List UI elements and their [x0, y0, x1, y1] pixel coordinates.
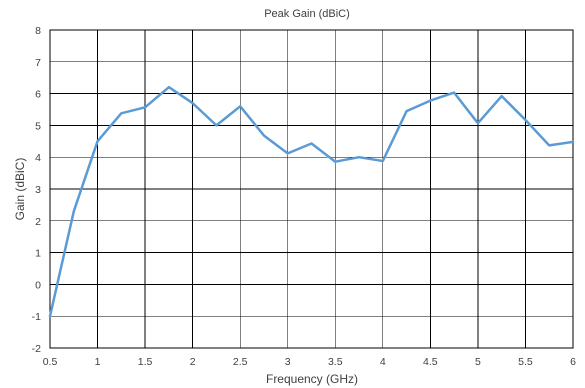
- y-tick-label: 2: [35, 216, 41, 228]
- y-tick-label: 7: [35, 57, 41, 69]
- x-tick-label: 1: [95, 356, 101, 368]
- y-tick-label: 0: [35, 279, 41, 291]
- x-tick-label: 4.5: [423, 356, 438, 368]
- x-tick-label: 4: [380, 356, 386, 368]
- x-tick-label: 3.5: [328, 356, 343, 368]
- y-tick-label: 5: [35, 120, 41, 132]
- y-tick-label: 3: [35, 184, 41, 196]
- grid-layer: [49, 29, 574, 349]
- x-tick-label: 6: [570, 356, 576, 368]
- x-tick-labels: 0.5 1 1.5 2 2.5 3 3.5 4 4.5 5 5.5 6: [43, 356, 576, 368]
- y-tick-label: 1: [35, 248, 41, 260]
- y-tick-label: 8: [35, 25, 41, 37]
- y-tick-label: -2: [32, 343, 41, 355]
- x-tick-label: 0.5: [43, 356, 58, 368]
- x-tick-label: 3: [285, 356, 291, 368]
- x-tick-label: 1.5: [138, 356, 153, 368]
- y-tick-labels: -2 -1 0 1 2 3 4 5 6 7 8: [32, 25, 42, 355]
- y-axis-label: Gain (dBiC): [13, 158, 27, 221]
- x-tick-label: 2: [190, 356, 196, 368]
- x-axis-label: Frequency (GHz): [266, 372, 358, 386]
- gain-series-line: [48, 85, 575, 318]
- series-layer: [48, 85, 575, 318]
- y-tick-label: 6: [35, 89, 41, 101]
- chart-title: Peak Gain (dBiC): [264, 8, 350, 20]
- y-tick-label: 4: [35, 152, 41, 164]
- x-tick-label: 5.5: [518, 356, 533, 368]
- plot-frame: [49, 29, 574, 349]
- x-tick-label: 5: [475, 356, 481, 368]
- x-tick-label: 2.5: [233, 356, 248, 368]
- y-tick-label: -1: [32, 311, 41, 323]
